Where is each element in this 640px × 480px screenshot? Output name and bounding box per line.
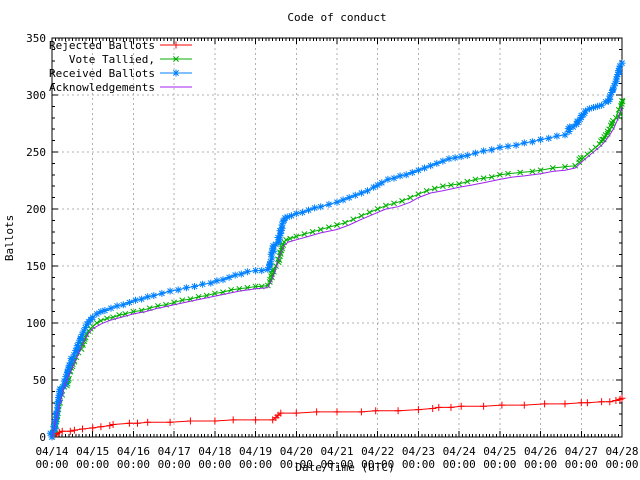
legend-label-vote-tallied: Vote Tallied, [69,53,155,66]
chart-title: Code of conduct [287,11,386,24]
x-tick-label: 04/14 [35,445,68,458]
x-tick-sublabel: 00:00 [198,458,231,471]
x-tick-label: 04/23 [402,445,435,458]
y-tick-label: 50 [33,374,46,387]
x-tick-label: 04/26 [524,445,557,458]
y-tick-label: 0 [39,431,46,444]
series-line-acknowledgements [51,106,623,438]
plot-border [51,37,623,438]
x-tick-sublabel: 00:00 [605,458,638,471]
x-tick-label: 04/19 [239,445,272,458]
x-tick-label: 04/25 [483,445,516,458]
x-tick-sublabel: 00:00 [35,458,68,471]
x-tick-label: 04/20 [280,445,313,458]
x-tick-label: 04/28 [605,445,638,458]
grid-lines [52,38,622,437]
x-tick-label: 04/22 [361,445,394,458]
major-ticks [51,37,623,438]
legend-sample [160,69,192,77]
y-tick-label: 100 [26,317,46,330]
x-tick-label: 04/17 [158,445,191,458]
x-tick-sublabel: 00:00 [76,458,109,471]
chart-generated-layer: 04/1400:0004/1500:0004/1600:0004/1700:00… [26,32,638,471]
y-tick-label: 250 [26,146,46,159]
x-tick-sublabel: 00:00 [565,458,598,471]
x-tick-label: 04/21 [320,445,353,458]
x-tick-sublabel: 00:00 [483,458,516,471]
x-tick-sublabel: 00:00 [158,458,191,471]
minor-ticks [51,38,623,437]
x-tick-label: 04/18 [198,445,231,458]
x-tick-label: 04/24 [443,445,476,458]
y-axis-label: Ballots [3,215,16,261]
x-tick-sublabel: 00:00 [280,458,313,471]
x-tick-sublabel: 00:00 [402,458,435,471]
y-tick-label: 200 [26,203,46,216]
x-tick-sublabel: 00:00 [361,458,394,471]
x-axis-label: Date/Time (UTC) [295,461,394,474]
x-tick-sublabel: 00:00 [117,458,150,471]
legend-sample [160,41,192,49]
y-tick-label: 300 [26,89,46,102]
x-tick-sublabel: 00:00 [320,458,353,471]
x-tick-sublabel: 00:00 [443,458,476,471]
x-tick-label: 04/27 [565,445,598,458]
x-tick-sublabel: 00:00 [239,458,272,471]
legend-sample [160,56,192,62]
x-tick-label: 04/16 [117,445,150,458]
legend-label-rejected-ballots: Rejected Ballots [49,39,155,52]
legend-label-received-ballots: Received Ballots [49,67,155,80]
legend-label-acknowledgements: Acknowledgements [49,81,155,94]
x-tick-sublabel: 00:00 [524,458,557,471]
y-tick-label: 350 [26,32,46,45]
y-tick-label: 150 [26,260,46,273]
x-tick-label: 04/15 [76,445,109,458]
